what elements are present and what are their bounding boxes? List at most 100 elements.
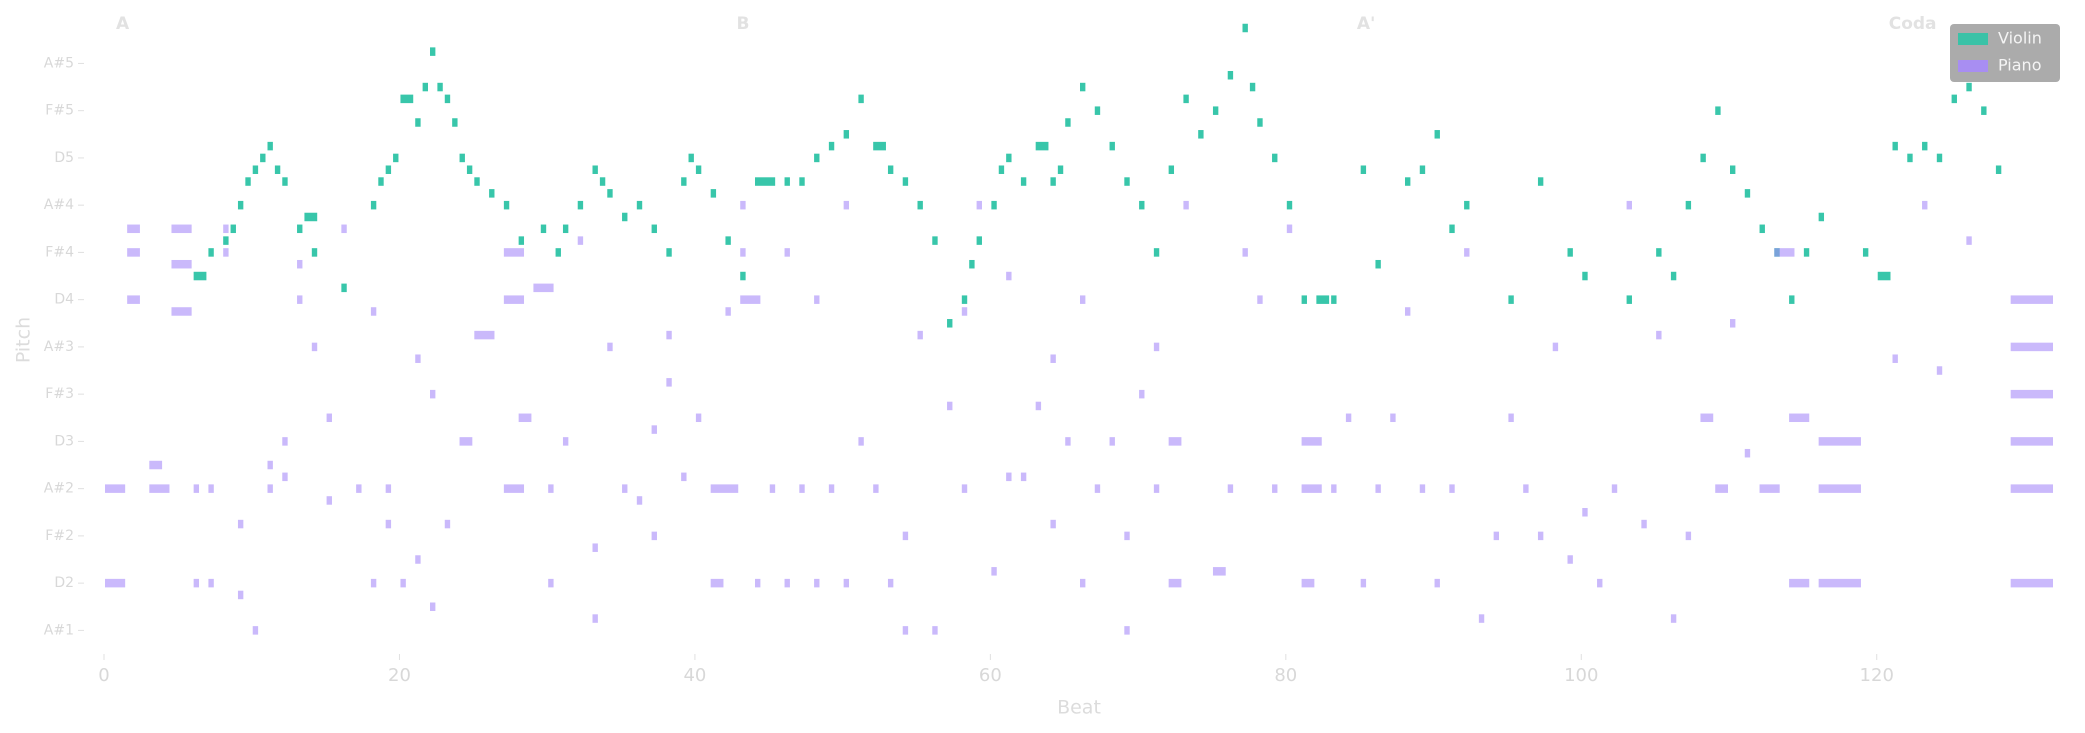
note [1892, 354, 1898, 363]
note [1286, 200, 1293, 210]
note [1153, 342, 1160, 352]
note [1700, 413, 1714, 423]
note [858, 94, 864, 104]
note [666, 248, 672, 257]
note [636, 200, 643, 210]
note [1434, 130, 1440, 139]
note [444, 94, 451, 104]
note [1183, 94, 1189, 104]
note [562, 224, 569, 234]
note [171, 224, 192, 234]
note [1537, 531, 1544, 541]
note [814, 578, 820, 588]
note [1523, 484, 1529, 493]
note [237, 519, 244, 529]
note [105, 484, 126, 493]
note [370, 307, 377, 316]
note [444, 519, 451, 529]
note [1198, 130, 1204, 139]
note [1464, 200, 1470, 210]
note [681, 177, 687, 186]
note [267, 141, 273, 151]
note [843, 200, 850, 210]
note-group [193, 23, 2002, 328]
note [1862, 248, 1869, 257]
note [599, 177, 606, 186]
note [695, 413, 702, 423]
note [1212, 106, 1219, 115]
note [1050, 354, 1056, 363]
note [2010, 484, 2053, 493]
x-tick-label: 0 [98, 665, 109, 686]
note [902, 531, 909, 541]
x-tick-label: 100 [1564, 665, 1598, 686]
note [887, 578, 894, 588]
note [1508, 413, 1514, 423]
note [1065, 118, 1071, 127]
note [887, 165, 894, 174]
note [1139, 200, 1145, 210]
note [961, 295, 968, 304]
note [932, 626, 938, 635]
note [828, 484, 835, 493]
note [622, 484, 628, 493]
note [1006, 271, 1012, 281]
note [1094, 484, 1101, 493]
note [1508, 295, 1514, 304]
note [341, 224, 347, 234]
note [297, 259, 303, 269]
note [902, 626, 909, 635]
note [1345, 413, 1352, 423]
note [607, 342, 613, 352]
note [1094, 106, 1101, 115]
note [1567, 555, 1573, 564]
note [378, 177, 384, 186]
note [1730, 165, 1736, 174]
note [230, 224, 236, 234]
note [1419, 165, 1426, 174]
note [282, 437, 288, 446]
note [1301, 437, 1322, 446]
note [873, 484, 879, 493]
legend-label: Piano [1998, 56, 2041, 75]
note [171, 259, 192, 269]
note [1168, 165, 1175, 174]
note [799, 484, 805, 493]
note [828, 141, 835, 151]
note [1759, 224, 1765, 234]
y-tick-label: F#4 [45, 244, 74, 260]
note [740, 295, 761, 304]
note [540, 224, 547, 234]
note [1257, 118, 1263, 127]
note [1789, 295, 1795, 304]
section-label: B [736, 14, 749, 34]
note [1405, 307, 1411, 316]
x-tick-label: 20 [388, 665, 411, 686]
note [1803, 248, 1810, 257]
note [1685, 531, 1692, 541]
note [503, 248, 525, 257]
legend-label: Violin [1998, 29, 2042, 48]
note [430, 389, 436, 399]
note [304, 212, 318, 222]
note [503, 200, 510, 210]
note [385, 519, 392, 529]
x-tick-label: 80 [1274, 665, 1297, 686]
note [208, 248, 214, 257]
note [917, 330, 923, 340]
note [1493, 531, 1500, 541]
note [1582, 508, 1588, 517]
note [370, 578, 377, 588]
note [385, 165, 392, 174]
section-label: A [116, 14, 130, 34]
note [740, 271, 746, 281]
note [208, 484, 214, 493]
note [1789, 578, 1810, 588]
note [651, 224, 657, 234]
section-label: A' [1357, 14, 1375, 34]
x-tick-label: 40 [683, 665, 706, 686]
note [755, 578, 761, 588]
note [1670, 614, 1677, 623]
note [1818, 484, 1861, 493]
note [651, 531, 657, 541]
